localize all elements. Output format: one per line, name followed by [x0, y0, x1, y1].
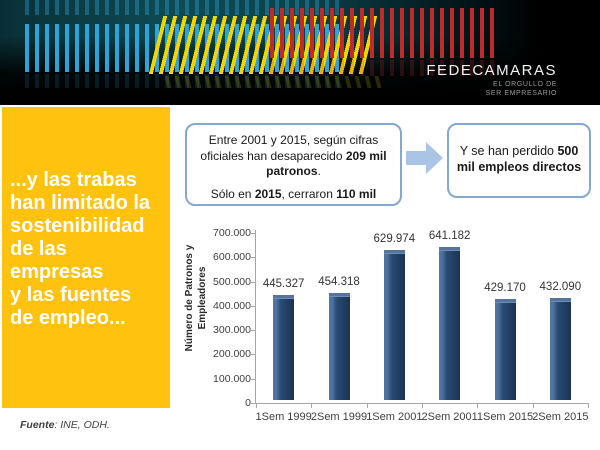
- callout-patronos-period: .: [317, 164, 321, 179]
- y-tick-label: 200.000: [213, 348, 251, 361]
- callout-patronos-bold: 209 mil patronos: [266, 148, 387, 179]
- banner-red-bars-shadow-icon: [270, 60, 495, 76]
- tagline-line1: EL ORGULLO DE: [493, 81, 557, 88]
- title-line: empresas: [10, 261, 104, 283]
- bar: [328, 293, 350, 400]
- callout-2015-bold-year: 2015: [254, 186, 282, 201]
- source-note: Fuente: INE, ODH.: [20, 419, 110, 431]
- bar: [494, 299, 516, 400]
- source-label: Fuente: [20, 419, 55, 431]
- x-tick-label: 1Sem 1999: [255, 411, 312, 423]
- callout-patronos-normal: Entre 2001 y 2015, según cifras oficiale…: [200, 133, 379, 163]
- x-tick-mark: [366, 404, 368, 408]
- callout-empleos-bold: 500 mil empleos directos: [456, 144, 582, 175]
- y-tick-mark: [251, 305, 255, 307]
- title-line: ...y las trabas: [10, 169, 137, 191]
- bar-value-label: 641.182: [428, 230, 471, 242]
- bar: [273, 295, 295, 400]
- title-line: y las fuentes: [10, 284, 132, 306]
- y-tick-mark: [251, 330, 255, 332]
- x-tick-label: 2Sem 1999: [310, 411, 368, 423]
- y-tick-mark: [251, 281, 255, 283]
- header-banner: FEDECAMARAS EL ORGULLO DE SER EMPRESARIO: [0, 0, 600, 105]
- bar-value-label: 432.090: [539, 281, 582, 293]
- y-tick-mark: [251, 233, 255, 234]
- x-tick-mark: [477, 404, 479, 408]
- banner-blue-bars-reflection-icon: [25, 0, 340, 15]
- y-tick-mark: [251, 354, 255, 356]
- arrow-right-icon: [406, 141, 444, 175]
- bar-value-label: 429.170: [484, 282, 526, 294]
- x-tick-label: 1Sem 2001: [366, 411, 423, 423]
- y-tick-label: 700.000: [213, 227, 251, 239]
- tagline-line2: SER EMPRESARIO: [485, 90, 557, 98]
- y-tick-label: 500.000: [213, 275, 251, 288]
- y-tick-label: 100.000: [213, 372, 251, 385]
- bar-value-label: 445.327: [262, 278, 305, 290]
- y-tick-label: 600.000: [213, 251, 251, 264]
- title-line: de las: [10, 238, 67, 260]
- y-tick-label: 0: [245, 397, 251, 409]
- bar-value-label: 629.974: [373, 233, 416, 245]
- y-tick-label: 300.000: [213, 324, 251, 337]
- x-tick-mark: [532, 404, 534, 408]
- callout-2015-bold-amount: 110 mil: [336, 186, 377, 201]
- y-tick-mark: [251, 257, 255, 259]
- callout-2015-pre: Sólo en: [210, 186, 255, 201]
- callout-2015-mid: , cerraron: [281, 186, 337, 201]
- bar: [549, 298, 571, 400]
- source-text: : INE, ODH.: [54, 419, 110, 431]
- banner-red-bars-icon: [270, 8, 495, 58]
- callout-patronos-box: Entre 2001 y 2015, según cifras oficiale…: [185, 123, 402, 206]
- x-tick-label: 2Sem 2015: [532, 411, 589, 423]
- callout-empleos-box: Y se han perdido 500 mil empleos directo…: [447, 123, 591, 198]
- title-line: sostenibilidad: [10, 215, 145, 237]
- callout-empleos-pre: Y se han perdido: [459, 144, 558, 158]
- x-axis-line: [255, 403, 589, 404]
- bar: [383, 250, 405, 400]
- banner-blue-bars-shadow-icon: [25, 74, 340, 88]
- x-tick-mark: [422, 404, 423, 408]
- x-tick-mark: [588, 404, 589, 408]
- brand-name: FEDECAMARAS: [426, 62, 557, 79]
- bar: [439, 247, 461, 400]
- callout-2015-text: Sólo en 2015, cerraron 110 mil: [191, 187, 396, 203]
- y-tick-mark: [251, 378, 255, 380]
- fedecamaras-logo: FEDECAMARAS EL ORGULLO DE SER EMPRESARIO: [426, 62, 557, 98]
- slide-title: ...y las trabas han limitado la sostenibil…: [2, 107, 170, 330]
- y-tick-mark: [251, 403, 255, 404]
- x-tick-mark: [311, 404, 313, 408]
- y-axis-line: [255, 230, 256, 404]
- brand-tagline: EL ORGULLO DE SER EMPRESARIO: [426, 80, 557, 98]
- sidebar-title-panel: ...y las trabas han limitado la sostenibil…: [2, 107, 170, 408]
- x-tick-label: 2Sem 2001: [421, 411, 478, 423]
- title-line: de empleo...: [10, 307, 126, 329]
- bar-value-label: 454.318: [318, 276, 360, 288]
- y-tick-label: 400.000: [213, 299, 251, 312]
- x-tick-mark: [256, 404, 257, 408]
- x-tick-label: 1Sem 2015: [476, 411, 534, 423]
- title-line: han limitado la: [10, 192, 151, 214]
- callout-patronos-text: Entre 2001 y 2015, según cifras oficiale…: [191, 133, 396, 180]
